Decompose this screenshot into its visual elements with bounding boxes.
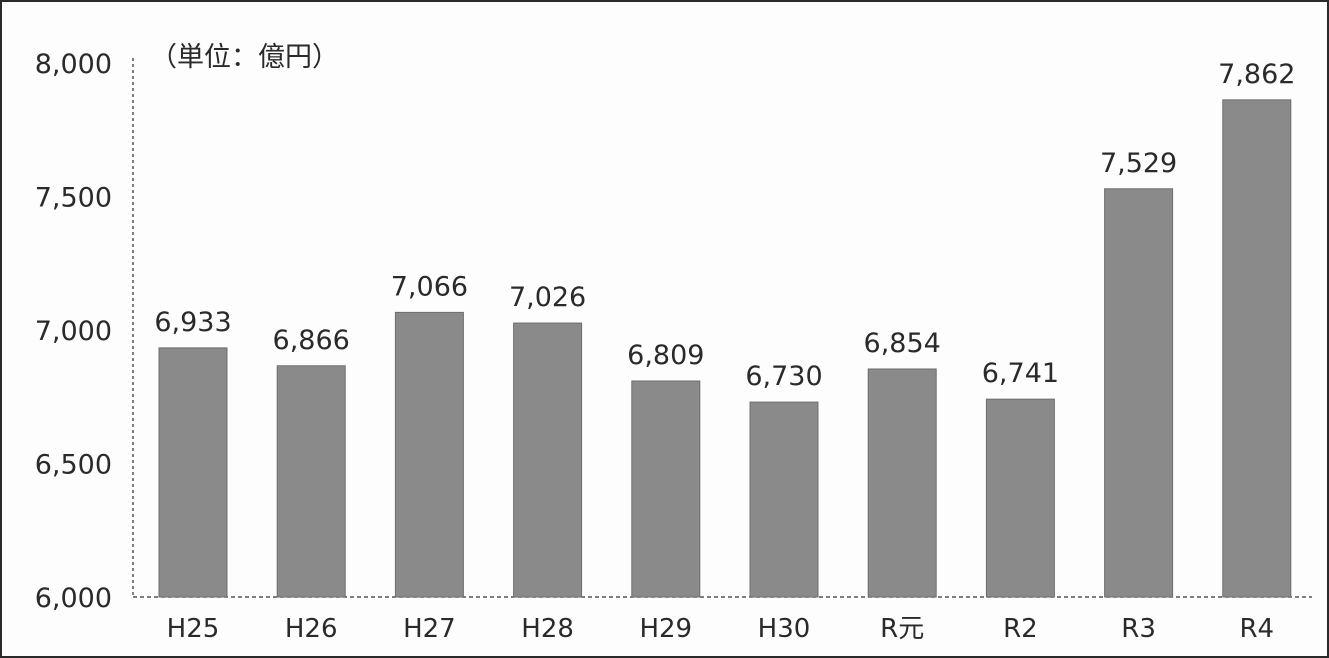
bar-group (158, 99, 1292, 598)
data-label: 6,730 (745, 361, 822, 392)
category-label: R元 (880, 614, 924, 644)
category-label: H28 (521, 614, 574, 644)
bar (985, 398, 1055, 598)
bar (1104, 188, 1174, 598)
bar (749, 401, 819, 598)
data-label: 7,066 (391, 271, 468, 302)
data-label: 6,809 (627, 340, 704, 371)
y-tick-label: 6,500 (35, 450, 112, 481)
y-tick-label: 7,000 (35, 316, 112, 347)
y-tick-label: 7,500 (35, 183, 112, 214)
y-tick-group: 6,000 6,500 7,000 7,500 8,000 (35, 49, 112, 614)
data-label: 7,529 (1100, 148, 1177, 179)
bar (394, 311, 464, 598)
y-tick-label: 6,000 (35, 583, 112, 614)
data-label: 7,026 (509, 282, 586, 313)
category-label: R4 (1239, 614, 1274, 644)
bar (276, 365, 346, 598)
data-label-group: 6,933 6,866 7,066 7,026 6,809 6,730 6,854 6,741… (154, 59, 1295, 392)
data-label: 6,933 (154, 307, 231, 338)
bar (631, 380, 701, 598)
bar (513, 322, 583, 598)
data-label: 6,854 (864, 328, 941, 359)
category-label: R3 (1121, 614, 1156, 644)
y-tick-label: 8,000 (35, 49, 112, 80)
category-label: R2 (1003, 614, 1038, 644)
category-label: H29 (639, 614, 692, 644)
category-label-group: H25 H26 H27 H28 H29 H30 R元 R2 R3 R4 (167, 614, 1274, 644)
data-label: 6,866 (273, 325, 350, 356)
unit-label: （単位：億円） (150, 42, 339, 73)
category-label: H25 (167, 614, 220, 644)
bar (158, 347, 228, 598)
data-label: 6,741 (982, 358, 1059, 389)
category-label: H26 (285, 614, 338, 644)
bar (867, 368, 937, 598)
category-label: H27 (403, 614, 456, 644)
category-label: H30 (758, 614, 811, 644)
data-label: 7,862 (1218, 59, 1295, 90)
bar (1222, 99, 1292, 598)
